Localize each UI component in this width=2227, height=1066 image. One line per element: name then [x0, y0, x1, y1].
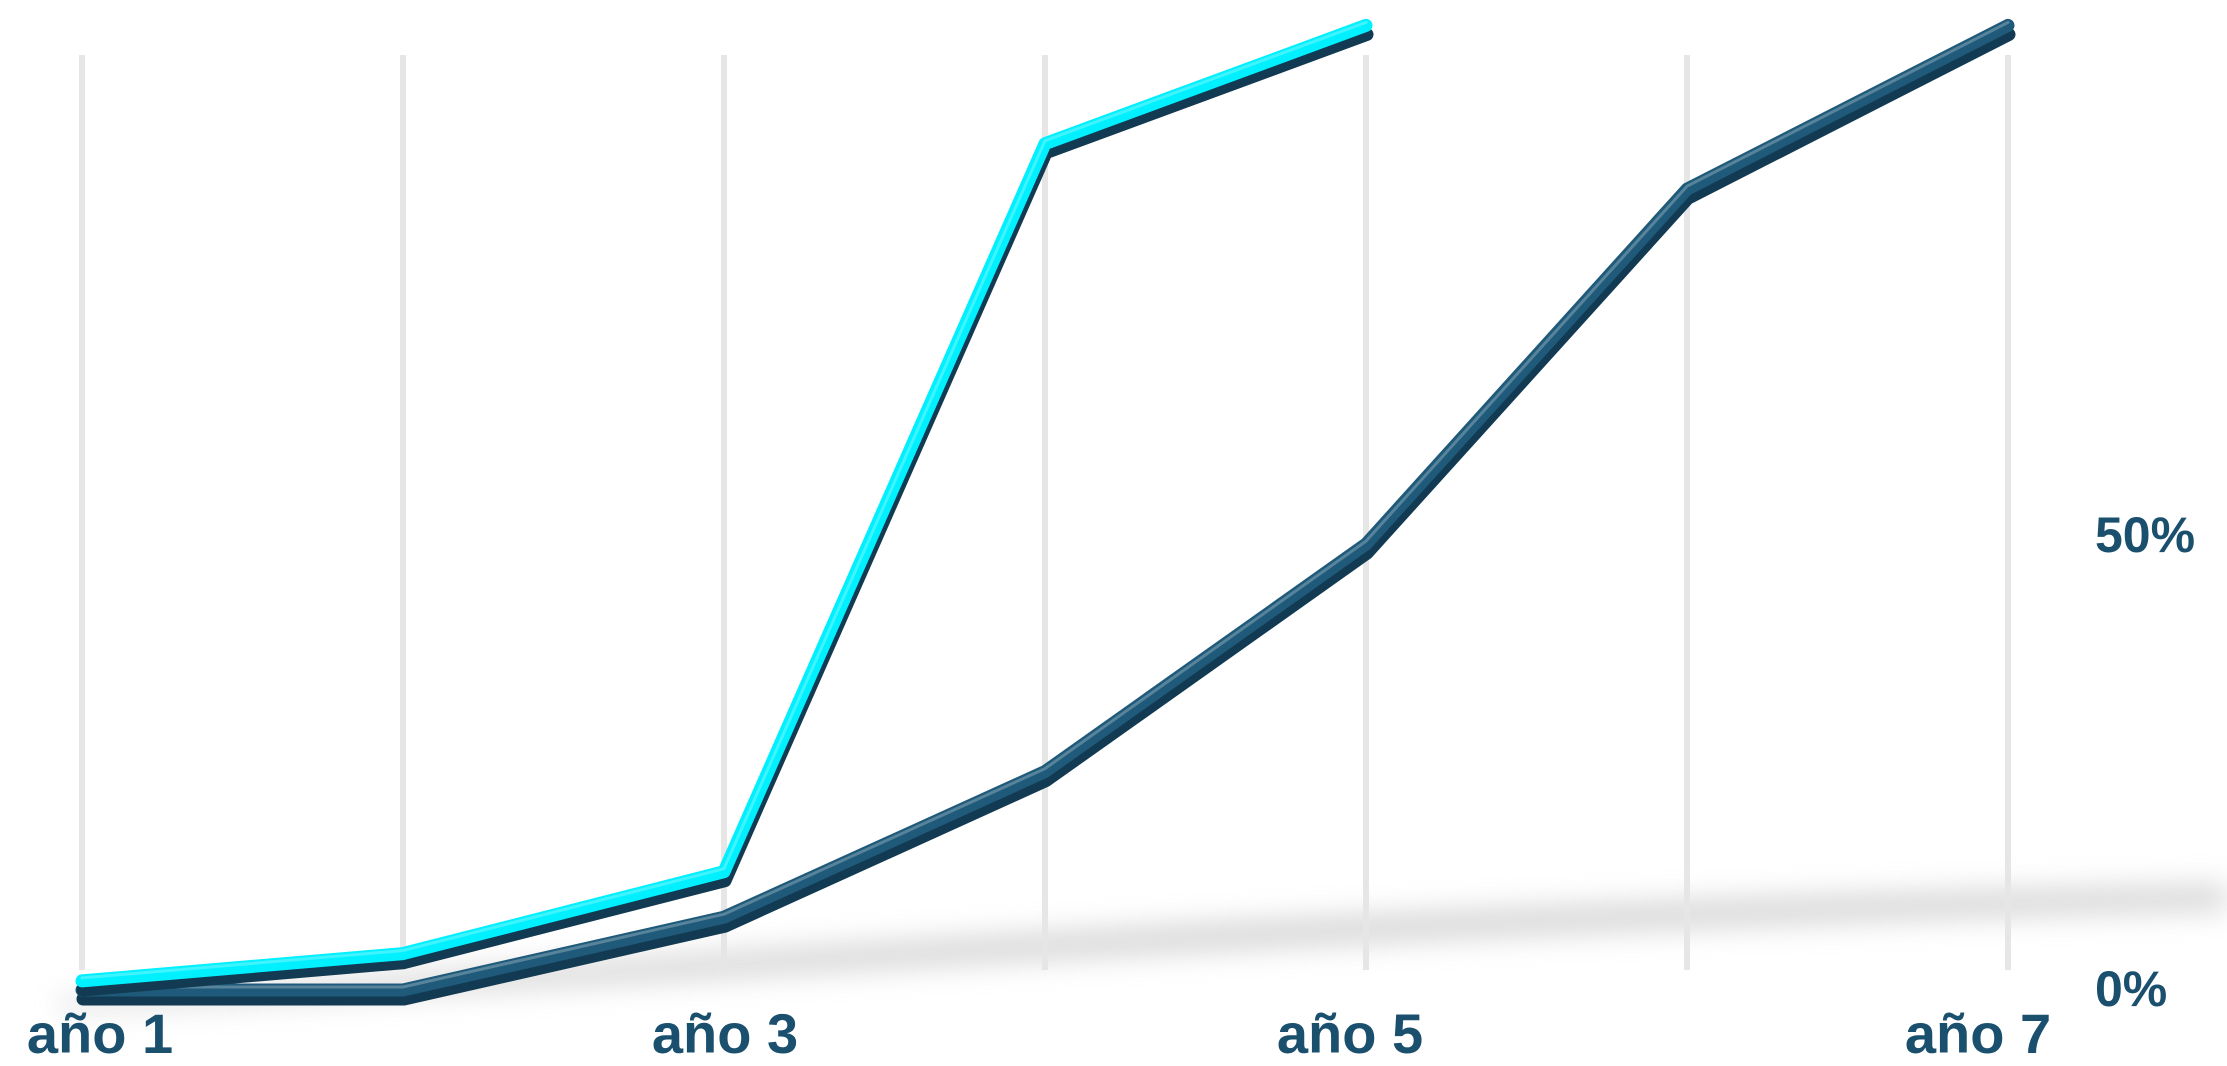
y-tick-label: 50% — [2095, 507, 2195, 563]
series-line — [75, 18, 2016, 1006]
y-axis-labels: 0% 50% — [2095, 507, 2195, 1017]
x-axis-labels: año 1 año 3 año 5 año 7 — [27, 1002, 2051, 1065]
vertical-gridlines — [79, 55, 2011, 970]
series-line-face — [75, 18, 1373, 988]
series-line-depth — [76, 27, 2016, 1006]
series-line — [75, 18, 1374, 997]
x-tick-label: año 1 — [27, 1002, 173, 1065]
series-line-highlight — [80, 20, 2010, 989]
x-tick-label: año 5 — [1277, 1002, 1423, 1065]
y-tick-label: 0% — [2095, 961, 2167, 1017]
x-tick-label: año 7 — [1905, 1002, 2051, 1065]
series-line-highlight — [80, 20, 1368, 980]
series-line-face — [75, 18, 2015, 997]
x-tick-label: año 3 — [652, 1002, 798, 1065]
series-lines — [75, 18, 2016, 1006]
series-line-depth — [76, 27, 1374, 997]
